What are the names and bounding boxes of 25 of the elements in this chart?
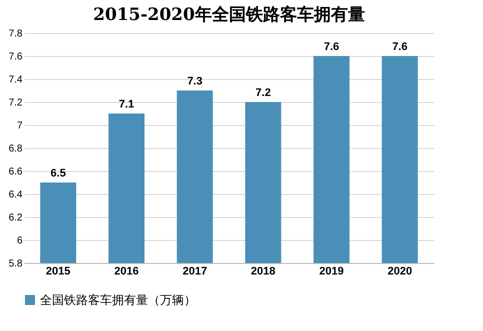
- x-tick-label: 2018: [250, 266, 276, 278]
- y-tick-label: 5.8: [8, 258, 23, 270]
- x-tick-label: 2015: [46, 266, 70, 278]
- x-tick-label: 2016: [114, 266, 139, 278]
- legend-label: 全国铁路客车拥有量（万辆）: [40, 293, 196, 307]
- data-label: 7.3: [187, 76, 202, 88]
- y-tick-label: 7.8: [8, 28, 23, 40]
- data-label: 7.1: [118, 98, 134, 110]
- y-tick-label: 7: [16, 120, 23, 132]
- y-tick-label: 7.4: [8, 74, 23, 86]
- y-tick-label: 7.2: [8, 98, 23, 108]
- y-tick-label: 6.8: [8, 144, 23, 154]
- y-tick-label: 6.2: [8, 212, 23, 224]
- x-tick-label: 2020: [388, 266, 412, 278]
- y-tick-label: 7.6: [8, 52, 23, 62]
- data-label: 7.2: [256, 87, 271, 99]
- y-tick-label: 6.6: [8, 166, 23, 178]
- y-tick-label: 6: [16, 236, 23, 246]
- y-tick-label: 6.4: [8, 190, 23, 200]
- data-label: 7.6: [392, 41, 408, 53]
- chart-title: 2015-2020年全国铁路客车拥有量: [93, 5, 365, 25]
- data-label: 7.6: [324, 41, 340, 53]
- data-label: 6.5: [50, 168, 66, 180]
- x-tick-label: 2019: [319, 266, 344, 278]
- x-tick-label: 2017: [182, 266, 208, 278]
